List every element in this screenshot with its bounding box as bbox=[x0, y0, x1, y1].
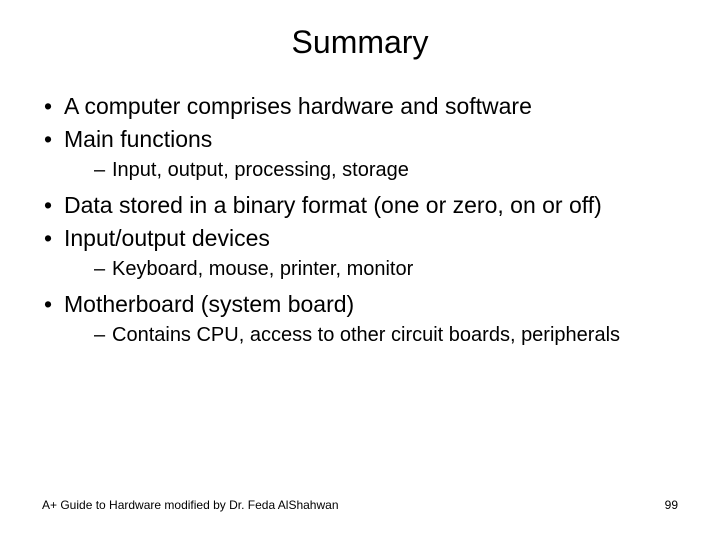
bullet-item: A computer comprises hardware and softwa… bbox=[42, 91, 678, 122]
sub-bullet-list: Input, output, processing, storage bbox=[64, 157, 678, 184]
bullet-item: Input/output devices Keyboard, mouse, pr… bbox=[42, 223, 678, 283]
bullet-list: A computer comprises hardware and softwa… bbox=[42, 91, 678, 349]
sub-bullet-list: Keyboard, mouse, printer, monitor bbox=[64, 256, 678, 283]
slide-title: Summary bbox=[0, 0, 720, 91]
sub-bullet-item: Contains CPU, access to other circuit bo… bbox=[94, 322, 678, 349]
bullet-text: Motherboard (system board) bbox=[64, 291, 354, 317]
bullet-text: Input/output devices bbox=[64, 225, 270, 251]
sub-bullet-list: Contains CPU, access to other circuit bo… bbox=[64, 322, 678, 349]
bullet-item: Main functions Input, output, processing… bbox=[42, 124, 678, 184]
sub-bullet-item: Input, output, processing, storage bbox=[94, 157, 678, 184]
slide-body: A computer comprises hardware and softwa… bbox=[0, 91, 720, 349]
bullet-text: Main functions bbox=[64, 126, 212, 152]
bullet-item: Data stored in a binary format (one or z… bbox=[42, 190, 678, 221]
page-number: 99 bbox=[665, 498, 678, 512]
slide: Summary A computer comprises hardware an… bbox=[0, 0, 720, 540]
footer-source: A+ Guide to Hardware modified by Dr. Fed… bbox=[42, 498, 339, 512]
sub-bullet-item: Keyboard, mouse, printer, monitor bbox=[94, 256, 678, 283]
bullet-item: Motherboard (system board) Contains CPU,… bbox=[42, 289, 678, 349]
